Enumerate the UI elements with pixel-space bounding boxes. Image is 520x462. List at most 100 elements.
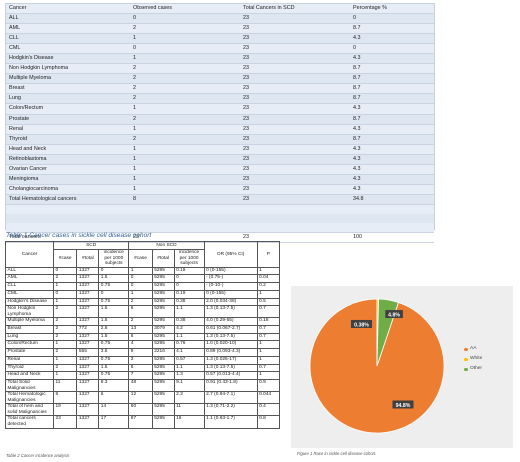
table-cell: 1.5 bbox=[98, 274, 130, 284]
table-cell: 11 bbox=[173, 403, 205, 417]
table-cell: Multiple Myeloma bbox=[6, 73, 130, 85]
table-cell: 1.1 bbox=[173, 332, 205, 342]
table-1: Cancer Observed cases Total Cancers in SCD… bbox=[5, 3, 435, 244]
table-cell: Total cancers detected bbox=[5, 415, 54, 429]
table-cell: 2.0 (0.034-38) bbox=[203, 297, 258, 307]
figure-1-caption: Figure 1 Race in sickle cell disease coh… bbox=[297, 451, 377, 456]
table-row: Thyroid 2 1327 1.5 6 5295 1.1 1.3 (0.13-7.5) 0.7 bbox=[5, 363, 281, 373]
table-cell: 0 bbox=[130, 13, 240, 25]
table-cell: 0.75 bbox=[98, 355, 130, 365]
table-row: Non Hodgkin Lymphoma 2 1327 1.5 6 5295 1.1 1.3 … bbox=[5, 305, 281, 319]
table-cell: 0.04 bbox=[256, 274, 281, 284]
table-row: CLL 1 1327 0.75 0 5295 0- (0-10-) 0.2 bbox=[5, 282, 281, 291]
table-cell: 0 bbox=[52, 289, 78, 299]
table-cell: 4.3 bbox=[350, 53, 434, 65]
table-cell: 5295 bbox=[151, 289, 175, 299]
table-row: CML 0 1327 0 1 5295 0.19 0 (0-155) 1 bbox=[5, 289, 281, 299]
table-cell: 23 bbox=[240, 184, 350, 195]
table-cell: 1327 bbox=[76, 289, 100, 299]
table-row: Colon/Rectum 1 1327 0.75 4 5295 0.76 1.0 (0.020… bbox=[5, 340, 281, 350]
table-cell: 0.18 bbox=[256, 317, 281, 327]
table-cell: 23 bbox=[240, 23, 350, 35]
table-cell: 5295 bbox=[151, 391, 175, 405]
table-cell: 1327 bbox=[76, 282, 100, 291]
table-cell: Colon/Rectum bbox=[6, 103, 130, 115]
table-cell: 1 bbox=[128, 266, 153, 276]
sub-header: #total bbox=[151, 249, 175, 268]
table-cell: 2 bbox=[128, 317, 153, 327]
table-row: Ovarian Cancer 1 23 4.3 bbox=[6, 164, 434, 175]
table-cell: 23 bbox=[240, 174, 350, 185]
table-row: CLL 1 23 4.3 bbox=[6, 33, 434, 45]
table-cell: 6 bbox=[128, 363, 153, 373]
table-cell: 1327 bbox=[76, 274, 100, 284]
table-cell: 5295 bbox=[151, 363, 175, 373]
table-cell: - (0.75-) bbox=[203, 274, 258, 284]
table-cell: 1 bbox=[256, 266, 281, 276]
table-cell: 2.6 bbox=[98, 325, 130, 334]
table-cell: 23 bbox=[240, 164, 350, 175]
table-cell: 0.2 bbox=[256, 282, 281, 291]
group-non-scd: Non SCD bbox=[128, 241, 205, 250]
legend-label: AA bbox=[470, 346, 477, 351]
table-cell: Head and Neck bbox=[5, 371, 54, 380]
table-cell: 2.7 (0.94-7.1) bbox=[203, 391, 258, 405]
table-cell: 5295 bbox=[151, 403, 175, 417]
table-cell: 1.3 (0.13-7.5) bbox=[203, 305, 258, 319]
table-cell: 5295 bbox=[151, 332, 175, 342]
table-cell: 0.9 bbox=[256, 378, 281, 393]
table-cell: 0 (0-155) bbox=[203, 266, 258, 276]
table-row: ALL 0 1327 0 1 5295 0.19 0 (0-155) 1 bbox=[5, 266, 281, 276]
sub-header: incidence per 1000 subjects bbox=[173, 249, 205, 268]
legend-swatch bbox=[464, 367, 468, 371]
table-cell: Non Hodgkin Lymphoma bbox=[6, 63, 130, 75]
table-2-caption: Table 2 Cancer incidence analysis bbox=[6, 453, 70, 458]
table-cell-empty bbox=[6, 214, 130, 223]
table-cell: Thyroid bbox=[6, 134, 130, 145]
table-cell: 0.7 bbox=[256, 363, 281, 373]
table-cell-empty bbox=[350, 223, 434, 233]
table-cell: 0 bbox=[350, 43, 434, 55]
table-1-header-cell: Total Cancers in SCD bbox=[240, 4, 350, 15]
table-cell: 1 bbox=[256, 355, 281, 365]
table-cell: 5295 bbox=[151, 371, 175, 380]
table-cell: 0 bbox=[128, 282, 153, 291]
table-cell: Colon/Rectum bbox=[5, 340, 54, 350]
table-cell: 4.3 bbox=[350, 124, 434, 135]
table-cell: 60 bbox=[128, 403, 153, 417]
table-cell: 2 bbox=[52, 348, 78, 357]
table-cell: 0.4 bbox=[256, 403, 281, 417]
table-row: Total Hematological cancers 8 23 34.8 bbox=[6, 194, 434, 205]
table-cell: ALL bbox=[6, 13, 130, 25]
table-1-caption: Table 1 Cancer cases in sickle cell dise… bbox=[6, 232, 152, 239]
table-row: Breast 2 772 2.6 13 3079 4.2 0.61 (0.067-2.7) 0.… bbox=[5, 325, 281, 334]
table-cell: 1 bbox=[256, 340, 281, 350]
table-cell: 1327 bbox=[76, 305, 100, 319]
table-row: Non Hodgkin Lymphoma 2 23 8.7 bbox=[6, 63, 434, 75]
table-cell: 8.3 bbox=[98, 378, 130, 393]
table-cell: Total of hem and solid Malignancies bbox=[5, 403, 54, 417]
table-cell: 23 bbox=[240, 134, 350, 145]
table-cell: 87 bbox=[128, 415, 153, 429]
table-cell: 5295 bbox=[151, 355, 175, 365]
table-cell: 0.19 bbox=[173, 266, 205, 276]
table-cell: 6 bbox=[128, 305, 153, 319]
table-cell-empty bbox=[130, 204, 240, 214]
table-cell: Breast bbox=[6, 83, 130, 95]
table-cell: 6 bbox=[98, 391, 130, 405]
table-cell: 5295 bbox=[151, 297, 175, 307]
table-cell: Total Hematological cancers bbox=[6, 194, 130, 205]
table-row: Retinoblastoma 1 23 4.3 bbox=[6, 154, 434, 165]
table-cell: 0.7 bbox=[256, 325, 281, 334]
table-1-header-cell: Observed cases bbox=[130, 4, 240, 15]
table-cell: 8 bbox=[130, 194, 240, 205]
table-row: Head and Neck 1 1327 0.75 7 5295 1.3 0.57 (0.01… bbox=[5, 371, 281, 380]
table-cell: 2 bbox=[52, 305, 78, 319]
table-spacer-row bbox=[6, 223, 434, 233]
data-label-bg bbox=[385, 310, 403, 319]
table-cell: 2 bbox=[52, 274, 78, 284]
table-row: CML 0 23 0 bbox=[6, 43, 434, 55]
table-cell: CLL bbox=[5, 282, 54, 291]
table-cell: 1.3 (0.71-2.2) bbox=[203, 403, 258, 417]
table-row: AML 2 23 8.7 bbox=[6, 23, 434, 35]
